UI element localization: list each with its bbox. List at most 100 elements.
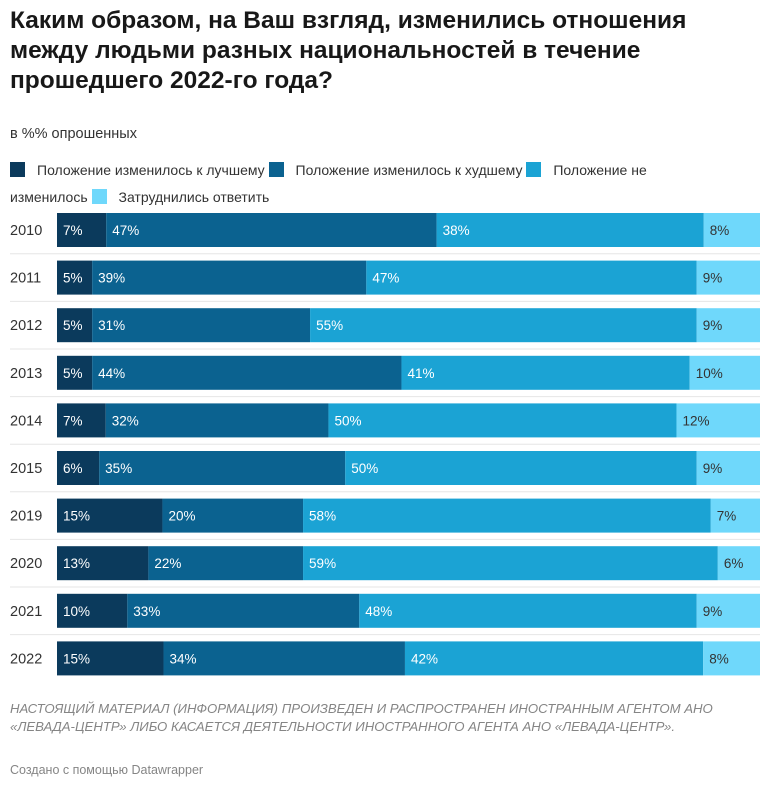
data-label-unchanged-2015: 50% [351,461,378,476]
datawrapper-credit: Создано с помощью Datawrapper [10,763,204,777]
data-label-worse-2011: 39% [98,271,125,286]
category-label-2014: 2014 [10,413,42,429]
category-label-2015: 2015 [10,461,42,477]
data-label-better-2013: 5% [63,366,83,381]
data-label-unchanged-2012: 55% [316,318,343,333]
data-label-better-2021: 10% [63,604,90,619]
bar-undecided-2015 [696,451,760,485]
data-label-undecided-2012: 9% [703,318,723,333]
bar-undecided-2014 [676,403,760,438]
bar-better-2019 [57,498,163,533]
bar-unchanged-2011 [366,260,697,295]
data-label-unchanged-2014: 50% [334,413,361,428]
data-label-worse-2010: 47% [112,223,139,238]
data-label-undecided-2011: 9% [703,271,723,286]
legend-swatch-unchanged [526,162,542,177]
bar-worse-2011 [92,260,367,295]
data-label-worse-2014: 32% [112,413,139,428]
data-label-undecided-2013: 10% [696,366,723,381]
legend-label-unchanged: Положение не изменилось [10,162,647,205]
category-label-2011: 2011 [10,271,41,287]
bar-better-2010 [57,213,107,247]
bar-better-2020 [57,546,149,581]
bar-worse-2010 [106,213,437,247]
legend-item-better [10,162,29,178]
bar-worse-2013 [92,355,402,390]
data-label-better-2010: 7% [63,223,83,238]
data-label-undecided-2022: 8% [709,651,729,666]
data-label-better-2015: 6% [63,461,83,476]
legend-item-unchanged [526,162,545,178]
foreign-agent-note: НАСТОЯЩИЙ МАТЕРИАЛ (ИНФОРМАЦИЯ) ПРОИЗВЕД… [10,701,713,734]
bar-better-2021 [57,593,128,628]
bar-unchanged-2019 [303,498,711,533]
data-label-undecided-2019: 7% [717,509,737,524]
bar-worse-2014 [105,403,329,438]
bar-worse-2022 [163,641,405,676]
category-label-2020: 2020 [10,556,42,572]
category-label-2022: 2022 [10,651,42,667]
data-label-worse-2012: 31% [98,318,125,333]
bar-better-2012 [57,308,93,343]
bar-undecided-2019 [710,498,760,533]
data-label-better-2014: 7% [63,413,83,428]
data-label-undecided-2010: 8% [710,223,730,238]
data-label-worse-2019: 20% [168,509,195,524]
legend-label-better: Положение изменилось к лучшему [37,162,265,178]
bar-worse-2020 [148,546,304,581]
chart-subtitle: в %% опрошенных [10,126,137,142]
bar-unchanged-2010 [436,213,704,247]
bar-unchanged-2015 [345,451,697,485]
bar-worse-2015 [99,451,346,485]
data-label-worse-2015: 35% [105,461,132,476]
category-label-2013: 2013 [10,366,42,382]
bar-better-2015 [57,451,100,485]
bar-undecided-2020 [717,546,760,581]
data-label-undecided-2015: 9% [703,461,723,476]
bar-worse-2012 [92,308,311,343]
data-label-worse-2021: 33% [133,604,160,619]
legend: Положение изменилось к лучшему Положение… [10,157,710,211]
data-label-better-2012: 5% [63,318,83,333]
data-label-unchanged-2013: 41% [407,366,434,381]
data-label-unchanged-2010: 38% [443,223,470,238]
category-label-2010: 2010 [10,223,42,239]
bar-unchanged-2022 [404,641,704,676]
data-label-undecided-2021: 9% [703,604,723,619]
legend-swatch-worse [268,162,284,177]
data-label-unchanged-2011: 47% [372,271,399,286]
data-label-better-2022: 15% [63,651,90,666]
category-label-2021: 2021 [10,604,42,620]
bar-better-2014 [57,403,106,438]
bar-better-2022 [57,641,164,676]
bar-undecided-2012 [696,308,760,343]
bar-undecided-2022 [703,641,760,676]
bar-worse-2019 [162,498,304,533]
legend-item-undecided [91,189,111,205]
data-label-undecided-2020: 6% [724,556,744,571]
data-label-worse-2020: 22% [154,556,181,571]
legend-label-worse: Положение изменилось к худшему [295,162,523,178]
data-label-unchanged-2020: 59% [309,556,336,571]
legend-swatch-better [10,162,25,177]
bar-undecided-2021 [696,593,760,628]
data-label-unchanged-2019: 58% [309,509,336,524]
bar-undecided-2013 [689,355,760,390]
bar-undecided-2010 [703,213,760,247]
bar-better-2013 [57,355,93,390]
chart-title: Каким образом, на Ваш взгляд, изменились… [10,7,687,94]
data-label-unchanged-2022: 42% [411,651,438,666]
data-label-better-2011: 5% [63,271,83,286]
bar-unchanged-2014 [328,403,677,438]
stacked-bar-chart: 2010 7% 47% 38% 8% 2011 5% 39% 47% 9% 2012 5% 31% 55%… [10,213,760,676]
legend-swatch-undecided [91,189,107,204]
bar-undecided-2011 [696,260,760,295]
bar-better-2011 [57,260,93,295]
legend-label-undecided: Затруднились ответить [118,189,270,205]
data-label-worse-2022: 34% [170,651,197,666]
data-label-unchanged-2021: 48% [365,604,392,619]
category-label-2019: 2019 [10,509,42,525]
bar-unchanged-2020 [303,546,718,581]
category-label-2012: 2012 [10,318,42,334]
bar-unchanged-2013 [401,355,690,390]
